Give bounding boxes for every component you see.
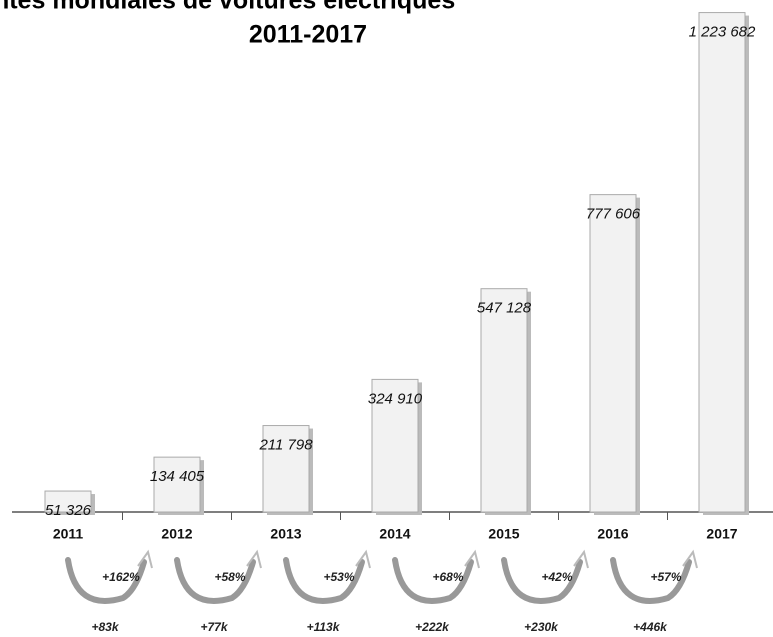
value-label: 134 405 [150, 468, 205, 485]
chart-subtitle: 2011-2017 [249, 21, 367, 49]
growth-label: +53% [323, 570, 354, 584]
delta-label: +230k [524, 620, 559, 634]
x-tick-label: 2012 [161, 526, 192, 542]
value-label: 211 798 [258, 437, 313, 454]
growth-arrow-head [573, 549, 589, 569]
growth-arrow [501, 557, 583, 604]
growth-label: +68% [432, 570, 463, 584]
bar [153, 456, 201, 513]
growth-arrow [65, 557, 147, 604]
bar [698, 12, 746, 513]
delta-label: +77k [200, 620, 228, 634]
growth-arrow-head [246, 549, 262, 569]
bar [589, 194, 637, 513]
x-tick-label: 2017 [706, 526, 737, 542]
x-tick-label: 2014 [379, 526, 410, 542]
bar [371, 378, 419, 513]
value-label: 1 223 682 [689, 24, 756, 41]
delta-label: +83k [91, 620, 119, 634]
delta-label: +222k [415, 620, 450, 634]
value-label: 324 910 [368, 390, 423, 407]
x-tick-label: 2015 [488, 526, 519, 542]
growth-arrow-head [682, 549, 698, 569]
delta-label: +113k [307, 620, 341, 634]
bar [480, 288, 528, 513]
value-label: 51 326 [45, 502, 92, 519]
growth-arrow-head [137, 549, 153, 569]
value-label: 547 128 [477, 300, 532, 317]
growth-arrow-head [355, 549, 371, 569]
chart-title: Ventes mondiales de voitures électriques [0, 0, 455, 15]
growth-label: +42% [541, 570, 572, 584]
growth-arrow [283, 557, 365, 604]
growth-label: +58% [214, 570, 245, 584]
growth-arrow [174, 557, 256, 604]
growth-label: +57% [650, 570, 681, 584]
growth-arrow [610, 557, 692, 604]
value-label: 777 606 [586, 206, 641, 223]
bar [44, 490, 92, 513]
x-tick-label: 2011 [53, 526, 84, 542]
delta-label: +446k [633, 620, 668, 634]
bar [262, 425, 310, 513]
growth-arrow [392, 557, 474, 604]
x-tick-label: 2016 [597, 526, 628, 542]
x-tick-label: 2013 [270, 526, 301, 542]
growth-arrow-head [464, 549, 480, 569]
growth-label: +162% [102, 570, 140, 584]
